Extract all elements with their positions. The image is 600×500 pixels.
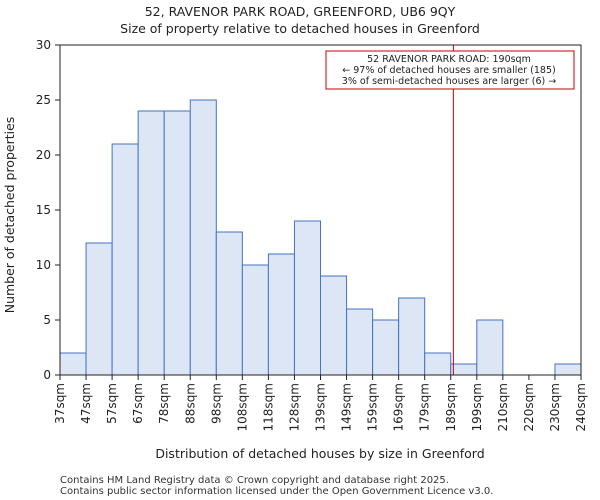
y-tick-label: 0: [43, 368, 51, 382]
x-tick-label: 118sqm: [261, 383, 275, 431]
bar-78sqm: [163, 110, 191, 376]
chart-title: 52, RAVENOR PARK ROAD, GREENFORD, UB6 9Q…: [145, 4, 456, 19]
chart-subtitle: Size of property relative to detached ho…: [120, 21, 480, 36]
x-axis-label: Distribution of detached houses by size …: [155, 446, 484, 461]
bar-57sqm: [111, 143, 139, 376]
x-tick-label: 149sqm: [340, 383, 354, 431]
footer-line-1: Contains HM Land Registry data © Crown c…: [60, 475, 449, 486]
x-tick-label: 139sqm: [314, 383, 328, 431]
bar-230sqm: [554, 363, 582, 376]
bar-47sqm: [85, 242, 113, 376]
bar-159sqm: [372, 319, 400, 376]
x-tick-label: 98sqm: [209, 383, 223, 424]
y-tick-label: 25: [36, 93, 51, 107]
bar-98sqm: [215, 231, 243, 376]
bar-199sqm: [476, 319, 504, 376]
x-tick-label: 108sqm: [235, 383, 249, 431]
x-tick-label: 47sqm: [79, 383, 93, 424]
x-tick-label: 230sqm: [548, 383, 562, 431]
x-tick-label: 189sqm: [444, 383, 458, 431]
bar-149sqm: [346, 308, 374, 376]
y-tick-label: 5: [43, 313, 51, 327]
annotation-line-1: 52 RAVENOR PARK ROAD: 190sqm: [367, 54, 531, 65]
x-tick-label: 179sqm: [418, 383, 432, 431]
y-tick-label: 20: [36, 148, 51, 162]
footer-line-2: Contains public sector information licen…: [60, 486, 493, 497]
bar-169sqm: [398, 297, 426, 376]
annotation-frame: [325, 50, 575, 90]
x-tick-label: 199sqm: [470, 383, 484, 431]
y-tick-label: 10: [36, 258, 51, 272]
bar-139sqm: [320, 275, 348, 376]
x-axis: 37sqm 47sqm 57sqm 67sqm 78sqm 88sqm 98sqm 108sq…: [53, 375, 588, 431]
y-tick-label: 30: [36, 38, 51, 52]
x-tick-label: 210sqm: [496, 383, 510, 431]
x-tick-label: 37sqm: [53, 383, 67, 424]
x-tick-label: 159sqm: [366, 383, 380, 431]
x-tick-label: 57sqm: [105, 383, 119, 424]
bar-67sqm: [137, 110, 165, 376]
y-axis-label: Number of detached properties: [2, 117, 17, 314]
bars-group: [59, 99, 582, 376]
x-tick-label: 240sqm: [574, 383, 588, 431]
annotation-box: 52 RAVENOR PARK ROAD: 190sqm ← 97% of de…: [325, 50, 575, 90]
x-tick-label: 169sqm: [392, 383, 406, 431]
annotation-line-3: 3% of semi-detached houses are larger (6…: [342, 76, 556, 87]
x-tick-label: 88sqm: [183, 383, 197, 424]
x-tick-label: 78sqm: [157, 383, 171, 424]
bar-189sqm: [450, 363, 478, 376]
bar-179sqm: [424, 352, 452, 376]
bar-118sqm: [267, 253, 295, 376]
x-tick-label: 67sqm: [131, 383, 145, 424]
x-tick-label: 128sqm: [287, 383, 301, 431]
annotation-line-2: ← 97% of detached houses are smaller (18…: [342, 65, 555, 76]
y-tick-label: 15: [36, 203, 51, 217]
x-tick-label: 220sqm: [522, 383, 536, 431]
y-axis: 0 5 10 15 20 25 30: [36, 38, 60, 382]
bar-37sqm: [59, 352, 87, 376]
bar-108sqm: [241, 264, 269, 376]
bar-128sqm: [293, 220, 322, 376]
bar-88sqm: [189, 99, 217, 376]
